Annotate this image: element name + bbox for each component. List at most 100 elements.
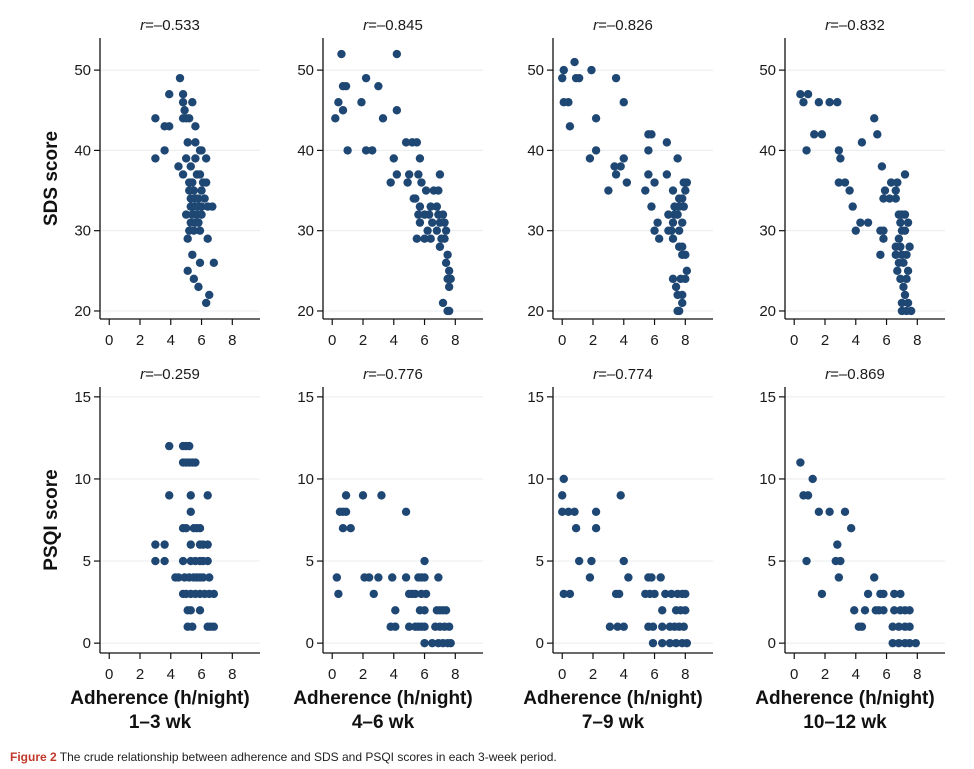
- data-point: [391, 622, 400, 631]
- panel-title: r=–0.776: [363, 366, 423, 383]
- data-point: [591, 114, 601, 123]
- panel-title: r=–0.826: [593, 17, 653, 34]
- data-point: [165, 441, 174, 451]
- y-tick-label: 0: [306, 635, 314, 652]
- data-point: [863, 218, 873, 227]
- data-point: [185, 441, 194, 451]
- data-point: [900, 226, 910, 235]
- data-point: [191, 154, 200, 163]
- scatter-panel-sds-2: 20 30 40 50 0 2 4 6 8 r=–0.845: [297, 17, 483, 349]
- data-point: [845, 186, 854, 195]
- data-point: [857, 622, 867, 631]
- data-point: [611, 170, 621, 179]
- data-point: [658, 622, 667, 631]
- data-point: [570, 507, 579, 516]
- x-axis-label: Adherence (h/night): [293, 688, 472, 709]
- data-point: [674, 226, 684, 235]
- data-point: [361, 146, 371, 155]
- data-point: [890, 606, 899, 615]
- data-point: [667, 589, 676, 599]
- data-point: [664, 210, 673, 219]
- data-point: [658, 638, 667, 648]
- data-point: [426, 202, 435, 211]
- y-tick-label: 10: [759, 471, 776, 488]
- data-point: [661, 589, 670, 599]
- data-point: [667, 226, 676, 235]
- data-point: [369, 589, 378, 599]
- data-point: [559, 65, 568, 75]
- data-point: [415, 218, 425, 227]
- data-point: [825, 507, 834, 516]
- y-tick-label: 5: [306, 553, 314, 570]
- data-point: [331, 114, 340, 123]
- x-tick-label: 0: [790, 666, 798, 683]
- data-point: [189, 186, 199, 195]
- data-point: [836, 154, 845, 163]
- y-tick-label: 30: [759, 223, 776, 240]
- data-point: [899, 258, 908, 267]
- data-point: [412, 138, 422, 147]
- data-point: [151, 114, 160, 123]
- x-tick-label: 6: [650, 332, 658, 349]
- data-point: [648, 622, 658, 631]
- data-point: [656, 573, 665, 582]
- data-point: [188, 98, 197, 107]
- data-point: [391, 606, 400, 615]
- data-point: [616, 162, 625, 171]
- data-point: [619, 154, 628, 163]
- data-point: [803, 90, 813, 99]
- data-point: [412, 234, 422, 243]
- data-point: [421, 589, 431, 599]
- data-point: [873, 130, 882, 139]
- data-point: [665, 638, 675, 648]
- data-point: [191, 138, 200, 147]
- data-point: [188, 178, 197, 187]
- data-point: [420, 622, 429, 631]
- data-point: [880, 186, 890, 195]
- data-point: [857, 138, 867, 147]
- data-point: [668, 234, 678, 243]
- data-point: [165, 122, 174, 131]
- data-point: [574, 73, 584, 83]
- data-point: [624, 573, 633, 582]
- data-point: [420, 234, 429, 243]
- y-tick-label: 5: [536, 553, 544, 570]
- data-point: [186, 507, 195, 516]
- data-point: [403, 178, 412, 187]
- x-axis-label: Adherence (h/night): [523, 688, 702, 709]
- data-point: [415, 154, 425, 163]
- data-point: [440, 218, 449, 227]
- data-point: [906, 306, 916, 316]
- data-point: [180, 106, 189, 115]
- data-point: [444, 282, 454, 292]
- x-tick-label: 4: [852, 332, 860, 349]
- data-point: [840, 507, 850, 516]
- data-point: [194, 282, 203, 292]
- data-point: [428, 638, 437, 648]
- data-point: [877, 162, 887, 171]
- data-point: [851, 226, 860, 235]
- data-point: [181, 154, 191, 163]
- data-point: [678, 298, 687, 308]
- data-point: [358, 491, 368, 500]
- data-point: [905, 242, 914, 251]
- data-point: [334, 589, 343, 599]
- data-point: [421, 186, 431, 195]
- data-point: [587, 556, 596, 566]
- figure-caption-label: Figure 2: [10, 750, 57, 764]
- data-point: [361, 73, 371, 83]
- data-point: [653, 218, 662, 227]
- data-point: [879, 589, 888, 599]
- data-point: [891, 194, 900, 203]
- data-point: [671, 282, 681, 292]
- data-point: [183, 266, 192, 276]
- x-tick-label: 6: [197, 332, 205, 349]
- x-tick-label: 8: [228, 332, 236, 349]
- data-point: [574, 556, 584, 566]
- x-tick-label: 4: [620, 332, 628, 349]
- data-point: [401, 138, 411, 147]
- data-point: [605, 622, 615, 631]
- data-point: [411, 194, 420, 203]
- data-point: [188, 250, 197, 259]
- data-point: [900, 290, 910, 300]
